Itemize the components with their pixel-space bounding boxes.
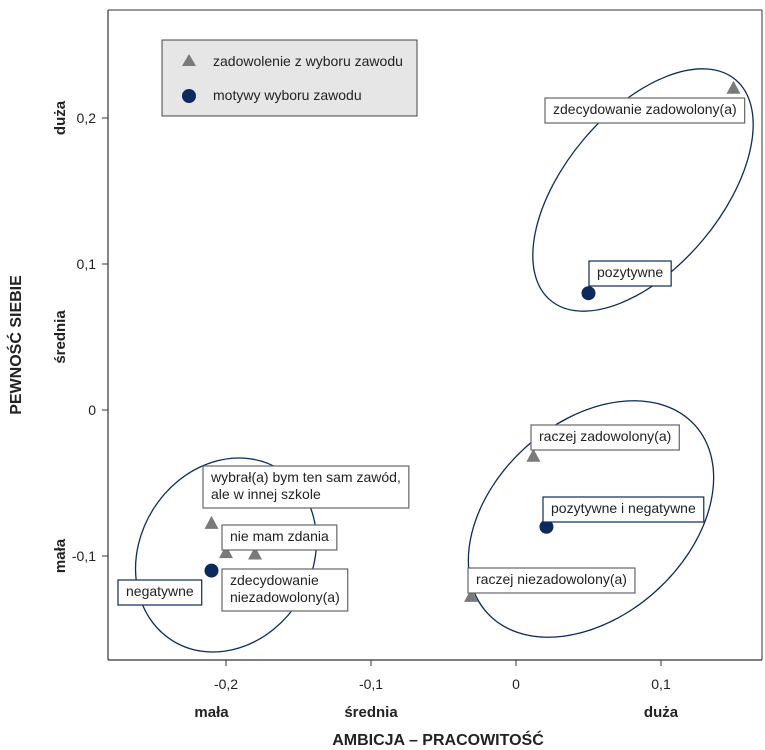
point-label: raczej niezadowolony(a) — [468, 568, 635, 593]
point-label-text: wybrał(a) bym ten sam zawód, — [210, 469, 401, 485]
x-axis-title: AMBICJA – PRACOWITOŚĆ — [332, 730, 544, 749]
triangle-marker — [205, 516, 219, 529]
circle-marker — [205, 564, 219, 578]
point-label: negatywne — [118, 580, 202, 605]
legend-label-satisfaction: zadowolenie z wyboru zawodu — [213, 53, 403, 69]
y-tick-label: 0,1 — [77, 256, 97, 272]
x-tick-label: 0,1 — [651, 676, 671, 692]
legend: zadowolenie z wyboru zawodu motywy wyboru… — [162, 40, 417, 116]
y-category-label: duża — [52, 100, 69, 135]
legend-box — [162, 40, 417, 116]
point-label: zdecydowanie zadowolony(a) — [545, 98, 745, 123]
circle-marker — [582, 286, 596, 300]
legend-circle-icon — [182, 89, 196, 103]
point-label-text: raczej niezadowolony(a) — [476, 571, 627, 587]
cluster-ellipse — [491, 30, 765, 351]
x-tick-label: 0 — [512, 676, 520, 692]
point-label: wybrał(a) bym ten sam zawód,ale w innej … — [203, 466, 409, 508]
x-category-label: mała — [194, 704, 229, 721]
x-tick-label: -0,1 — [359, 676, 383, 692]
point-labels: zdecydowanie zadowolony(a) raczej zadowol… — [118, 98, 745, 611]
x-category-label: duża — [644, 704, 679, 721]
x-tick-label: -0,2 — [214, 676, 238, 692]
point-label-text: negatywne — [126, 583, 194, 599]
point-label: raczej zadowolony(a) — [531, 425, 679, 450]
point-label-text: pozytywne i negatywne — [551, 500, 696, 516]
point-label-text: zdecydowanie zadowolony(a) — [553, 101, 737, 117]
point-label: nie mam zdania — [222, 525, 337, 550]
point-label-text: niezadowolony(a) — [230, 589, 340, 605]
y-tick-label: -0,1 — [72, 548, 96, 564]
y-axis-title: PEWNOŚĆ SIEBIE — [6, 275, 25, 415]
point-label-text: nie mam zdania — [230, 528, 329, 544]
point-label-text: pozytywne — [597, 264, 663, 280]
point-label-text: ale w innej szkole — [211, 486, 321, 502]
triangle-marker — [526, 449, 540, 462]
point-label: pozytywne — [589, 261, 671, 286]
legend-label-motives: motywy wyboru zawodu — [213, 87, 362, 103]
x-category-label: średnia — [344, 704, 398, 721]
point-label-text: zdecydowanie — [230, 572, 319, 588]
data-points — [205, 81, 741, 602]
y-category-label: mała — [52, 538, 69, 573]
point-label: pozytywne i negatywne — [543, 497, 704, 522]
point-label-text: raczej zadowolony(a) — [539, 428, 671, 444]
y-tick-label: 0 — [88, 402, 96, 418]
y-category-label: średnia — [52, 310, 69, 364]
y-tick-label: 0,2 — [77, 110, 97, 126]
